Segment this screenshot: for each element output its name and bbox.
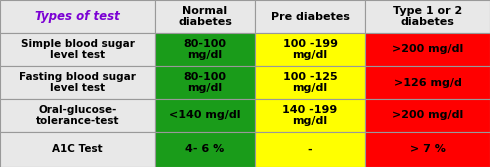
Bar bbox=[365, 33, 490, 66]
Text: <140 mg/dl: <140 mg/dl bbox=[169, 111, 241, 121]
Text: Fasting blood sugar
level test: Fasting blood sugar level test bbox=[19, 72, 136, 93]
Bar bbox=[0, 99, 155, 132]
Text: >200 mg/dl: >200 mg/dl bbox=[392, 44, 463, 54]
Bar bbox=[365, 66, 490, 99]
Text: 4- 6 %: 4- 6 % bbox=[185, 144, 224, 154]
Text: 100 -125
mg/dl: 100 -125 mg/dl bbox=[283, 72, 337, 93]
Bar bbox=[0, 0, 155, 33]
Bar bbox=[365, 99, 490, 132]
Bar bbox=[0, 66, 155, 99]
Bar bbox=[155, 66, 255, 99]
Text: Normal
diabetes: Normal diabetes bbox=[178, 6, 232, 27]
Bar bbox=[0, 132, 155, 167]
Text: 80-100
mg/dl: 80-100 mg/dl bbox=[183, 72, 226, 93]
Text: -: - bbox=[308, 144, 312, 154]
Bar bbox=[255, 33, 365, 66]
Bar bbox=[155, 132, 255, 167]
Bar bbox=[155, 99, 255, 132]
Bar bbox=[255, 132, 365, 167]
Bar bbox=[0, 33, 155, 66]
Bar bbox=[155, 0, 255, 33]
Bar bbox=[155, 33, 255, 66]
Bar bbox=[255, 66, 365, 99]
Text: Pre diabetes: Pre diabetes bbox=[270, 12, 349, 22]
Text: 140 -199
mg/dl: 140 -199 mg/dl bbox=[282, 105, 338, 126]
Text: > 7 %: > 7 % bbox=[410, 144, 445, 154]
Text: >200 mg/dl: >200 mg/dl bbox=[392, 111, 463, 121]
Text: 100 -199
mg/dl: 100 -199 mg/dl bbox=[283, 39, 338, 60]
Text: Types of test: Types of test bbox=[35, 10, 120, 23]
Text: A1C Test: A1C Test bbox=[52, 144, 103, 154]
Bar bbox=[365, 132, 490, 167]
Bar bbox=[255, 99, 365, 132]
Text: Type 1 or 2
diabetes: Type 1 or 2 diabetes bbox=[393, 6, 462, 27]
Text: >126 mg/d: >126 mg/d bbox=[393, 77, 462, 88]
Bar bbox=[255, 0, 365, 33]
Text: Oral-glucose-
tolerance-test: Oral-glucose- tolerance-test bbox=[36, 105, 119, 126]
Bar bbox=[365, 0, 490, 33]
Text: 80-100
mg/dl: 80-100 mg/dl bbox=[183, 39, 226, 60]
Text: Simple blood sugar
level test: Simple blood sugar level test bbox=[21, 39, 134, 60]
